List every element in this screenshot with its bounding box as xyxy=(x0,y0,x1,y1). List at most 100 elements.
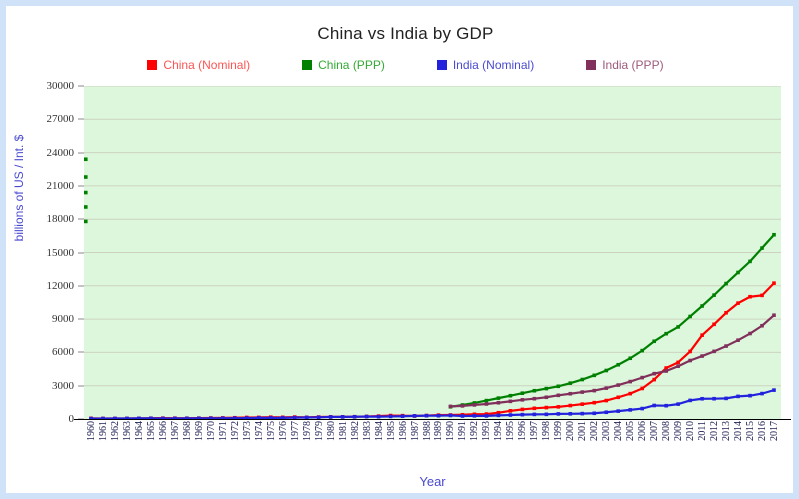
series-marker xyxy=(496,400,501,405)
legend-item[interactable]: China (Nominal) xyxy=(147,58,250,72)
series-marker xyxy=(736,301,740,305)
x-axis-tick-label: 2000 xyxy=(565,421,577,441)
series-marker xyxy=(388,414,393,419)
x-axis-tick-label: 2004 xyxy=(613,421,625,441)
x-axis-tick-label: 2014 xyxy=(733,421,745,441)
x-axis-tick-label: 1974 xyxy=(253,421,265,441)
series-marker xyxy=(508,399,513,404)
y-axis-tick-mark xyxy=(78,85,84,87)
series-marker xyxy=(568,403,573,408)
series-marker xyxy=(556,405,561,409)
series-marker xyxy=(724,396,728,401)
legend-item-label: India (PPP) xyxy=(602,58,664,72)
series-marker xyxy=(149,416,153,419)
x-axis-tick-label: 2015 xyxy=(745,421,757,441)
series-marker xyxy=(736,338,740,342)
x-axis-tick-label: 1975 xyxy=(265,421,277,441)
series-marker xyxy=(772,232,776,237)
series-marker xyxy=(736,270,740,275)
series-marker xyxy=(508,393,513,398)
series-marker xyxy=(616,395,621,400)
legend-swatch-icon xyxy=(436,60,447,70)
series-marker xyxy=(532,396,537,401)
x-axis-tick-label: 1995 xyxy=(505,421,517,441)
series-marker xyxy=(161,416,165,419)
series-marker xyxy=(113,416,117,419)
series-marker xyxy=(580,377,585,382)
series-marker xyxy=(664,366,668,370)
series-marker xyxy=(664,331,668,336)
x-axis-tick-label: 1968 xyxy=(181,421,193,441)
series-marker xyxy=(592,411,597,416)
y-axis-tick-label: 24000 xyxy=(46,146,75,159)
series-marker xyxy=(640,386,644,391)
y-axis-tick-mark xyxy=(78,252,84,253)
x-axis-tick-label: 1972 xyxy=(229,421,241,441)
x-axis-tick-label: 1997 xyxy=(529,421,541,441)
series-marker xyxy=(412,414,417,418)
x-axis-tick-label: 1970 xyxy=(205,421,217,441)
series-marker xyxy=(197,416,201,419)
series-marker xyxy=(616,409,621,413)
series-marker xyxy=(760,391,764,396)
legend-item[interactable]: India (PPP) xyxy=(586,58,664,72)
x-axis-tick-label: 2010 xyxy=(685,421,697,441)
x-axis-tick-label: 1978 xyxy=(301,421,313,441)
series-marker xyxy=(484,414,489,418)
series-marker xyxy=(592,400,597,405)
series-marker xyxy=(520,407,525,412)
series-marker xyxy=(688,398,692,403)
x-axis-tick-label: 1991 xyxy=(457,421,469,441)
series-marker xyxy=(137,416,141,419)
series-marker xyxy=(700,354,704,358)
legend-item-label: China (Nominal) xyxy=(163,58,251,72)
x-axis-tick-label: 1963 xyxy=(121,421,133,441)
series-marker xyxy=(652,403,656,408)
x-axis-tick-label: 2016 xyxy=(757,421,769,441)
x-axis-tick-label: 1993 xyxy=(481,421,493,441)
x-axis-tick-label: 1999 xyxy=(553,421,565,441)
series-marker xyxy=(688,358,692,363)
series-marker xyxy=(304,415,309,419)
series-marker xyxy=(352,414,357,419)
series-marker xyxy=(676,364,680,368)
x-axis-tick-label: 1964 xyxy=(133,421,145,441)
series-marker xyxy=(700,333,704,337)
chart-legend: China (Nominal) China (PPP) India (Nominal… xyxy=(6,58,793,72)
series-marker xyxy=(185,416,189,419)
series-marker xyxy=(484,402,489,406)
series-marker xyxy=(556,393,561,398)
series-marker xyxy=(736,394,740,399)
legend-item[interactable]: China (PPP) xyxy=(302,58,385,72)
series-marker xyxy=(772,388,776,392)
series-marker xyxy=(472,403,477,407)
series-marker xyxy=(676,360,680,365)
series-marker xyxy=(724,281,728,286)
x-axis-tick-label: 1967 xyxy=(169,421,181,441)
x-axis-tick-label: 1982 xyxy=(349,421,361,441)
series-marker xyxy=(724,310,728,315)
series-marker xyxy=(496,413,501,418)
series-marker xyxy=(84,205,88,209)
series-marker xyxy=(484,412,489,416)
series-marker xyxy=(556,412,561,416)
plot-area xyxy=(84,86,781,419)
series-marker xyxy=(520,398,525,402)
series-marker xyxy=(316,415,321,419)
series-marker xyxy=(436,413,441,418)
x-axis-tick-label: 2009 xyxy=(673,421,685,441)
legend-item[interactable]: India (Nominal) xyxy=(436,58,535,72)
series-marker xyxy=(628,379,633,384)
series-line xyxy=(89,282,776,419)
x-axis-tick-label: 1980 xyxy=(325,421,337,441)
series-marker xyxy=(340,415,345,419)
series-marker xyxy=(460,404,465,408)
x-axis-tick-label: 1973 xyxy=(241,421,253,441)
x-axis-tick-label: 1985 xyxy=(385,421,397,441)
series-marker xyxy=(628,408,633,412)
series-marker xyxy=(580,411,585,416)
series-marker xyxy=(640,406,644,411)
legend-item-label: India (Nominal) xyxy=(452,58,535,72)
series-marker xyxy=(448,404,453,409)
series-marker xyxy=(676,402,680,406)
